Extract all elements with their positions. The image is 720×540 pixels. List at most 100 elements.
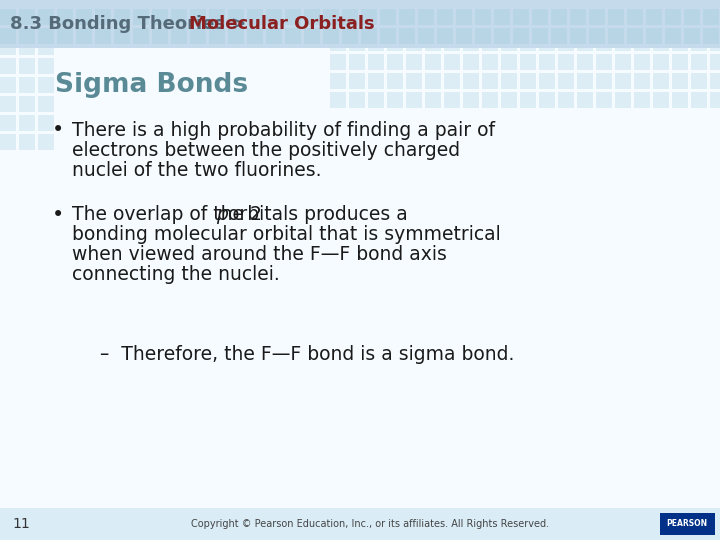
Bar: [19, 39, 35, 55]
Bar: [38, 9, 54, 25]
Bar: [406, 73, 422, 89]
Bar: [425, 54, 441, 70]
Bar: [653, 35, 669, 51]
Bar: [615, 73, 631, 89]
Bar: [634, 35, 650, 51]
Bar: [190, 28, 206, 44]
Bar: [57, 28, 73, 44]
Bar: [418, 28, 434, 44]
Text: Molecular Orbitals: Molecular Orbitals: [189, 15, 375, 33]
Bar: [19, 20, 35, 36]
Bar: [209, 28, 225, 44]
Bar: [0, 0, 720, 48]
Bar: [444, 92, 460, 108]
Bar: [368, 54, 384, 70]
Bar: [368, 92, 384, 108]
Bar: [501, 73, 517, 89]
Bar: [152, 28, 168, 44]
Bar: [57, 9, 73, 25]
Bar: [463, 92, 479, 108]
Bar: [691, 73, 707, 89]
Bar: [539, 54, 555, 70]
Bar: [0, 96, 16, 112]
Bar: [596, 54, 612, 70]
Bar: [539, 73, 555, 89]
Text: •: •: [52, 120, 64, 140]
Bar: [482, 73, 498, 89]
Bar: [349, 54, 365, 70]
Bar: [349, 92, 365, 108]
Bar: [380, 28, 396, 44]
Bar: [703, 28, 719, 44]
Bar: [444, 73, 460, 89]
Bar: [596, 73, 612, 89]
Bar: [19, 58, 35, 74]
Bar: [266, 9, 282, 25]
Bar: [615, 35, 631, 51]
Bar: [634, 73, 650, 89]
Bar: [570, 9, 586, 25]
Bar: [38, 20, 54, 36]
Bar: [570, 28, 586, 44]
Bar: [501, 92, 517, 108]
Bar: [558, 35, 574, 51]
Bar: [19, 28, 35, 44]
Bar: [501, 54, 517, 70]
Bar: [323, 9, 339, 25]
Bar: [285, 9, 301, 25]
Bar: [558, 54, 574, 70]
Bar: [330, 92, 346, 108]
Bar: [133, 28, 149, 44]
Bar: [38, 58, 54, 74]
Bar: [387, 54, 403, 70]
Bar: [684, 9, 700, 25]
Bar: [653, 54, 669, 70]
Bar: [285, 28, 301, 44]
Bar: [0, 58, 16, 74]
Bar: [247, 9, 263, 25]
Bar: [406, 92, 422, 108]
Bar: [482, 54, 498, 70]
Text: nuclei of the two fluorines.: nuclei of the two fluorines.: [72, 160, 322, 179]
Bar: [653, 73, 669, 89]
Bar: [463, 35, 479, 51]
Bar: [634, 92, 650, 108]
Text: Sigma Bonds: Sigma Bonds: [55, 72, 248, 98]
Bar: [520, 92, 536, 108]
Bar: [114, 9, 130, 25]
Bar: [475, 28, 491, 44]
Bar: [342, 9, 358, 25]
Bar: [114, 28, 130, 44]
Text: connecting the nuclei.: connecting the nuclei.: [72, 266, 280, 285]
Bar: [520, 35, 536, 51]
Bar: [368, 73, 384, 89]
Text: PEARSON: PEARSON: [667, 519, 708, 529]
Text: –  Therefore, the F—F bond is a sigma bond.: – Therefore, the F—F bond is a sigma bon…: [100, 346, 514, 365]
Bar: [589, 9, 605, 25]
Bar: [551, 28, 567, 44]
Bar: [437, 28, 453, 44]
Bar: [703, 9, 719, 25]
Bar: [456, 9, 472, 25]
Bar: [494, 28, 510, 44]
Bar: [672, 35, 688, 51]
Bar: [95, 9, 111, 25]
Bar: [152, 9, 168, 25]
Bar: [304, 9, 320, 25]
Bar: [399, 28, 415, 44]
Bar: [342, 28, 358, 44]
Bar: [596, 35, 612, 51]
Bar: [0, 20, 16, 36]
Bar: [672, 92, 688, 108]
Bar: [444, 54, 460, 70]
Bar: [513, 28, 529, 44]
Bar: [330, 54, 346, 70]
Bar: [482, 35, 498, 51]
Bar: [349, 73, 365, 89]
Bar: [95, 28, 111, 44]
Bar: [0, 28, 16, 44]
Bar: [0, 508, 720, 540]
Bar: [653, 92, 669, 108]
Bar: [0, 134, 16, 150]
Bar: [330, 73, 346, 89]
